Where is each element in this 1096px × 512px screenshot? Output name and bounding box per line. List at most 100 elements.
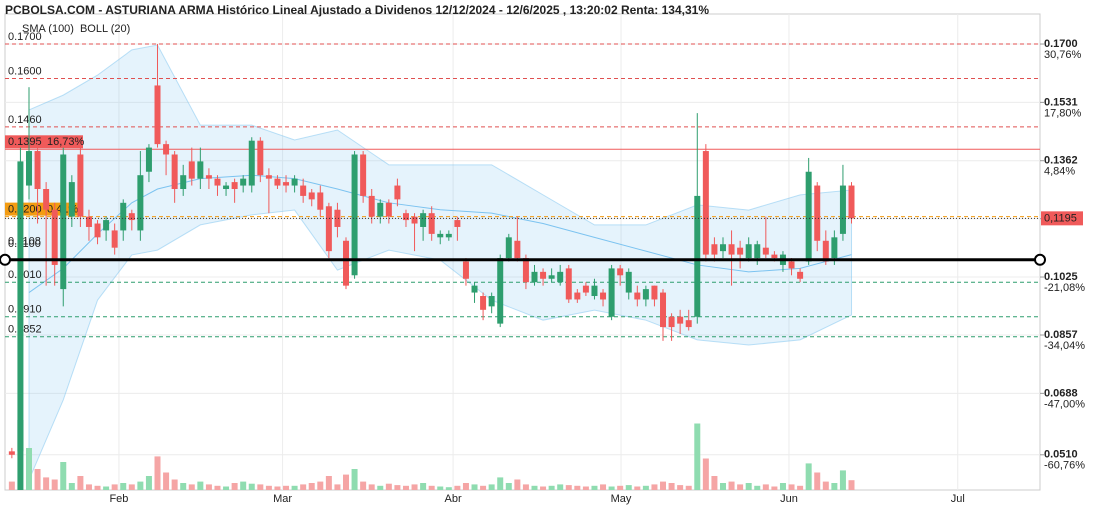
- candle-body: [17, 161, 24, 452]
- volume-bar: [257, 484, 264, 490]
- volume-bar: [402, 485, 409, 490]
- y-tick-pct: -47,00%: [1044, 398, 1085, 410]
- candle-body: [651, 285, 658, 300]
- x-tick-label: Abr: [445, 493, 462, 505]
- volume-bar: [283, 485, 290, 490]
- candle-body: [437, 233, 444, 238]
- y-tick-pct: 4,84%: [1044, 166, 1075, 178]
- level-label-box: [5, 135, 83, 149]
- candle-body: [745, 244, 752, 259]
- candle-body: [197, 161, 204, 179]
- current-price-box: [1041, 211, 1083, 226]
- volume-bar: [25, 448, 32, 490]
- volume-bar: [728, 481, 735, 490]
- y-tick-pct: 30,76%: [1044, 49, 1082, 61]
- candle-body: [685, 320, 692, 328]
- volume-bar: [120, 483, 127, 490]
- volume-bar: [788, 484, 795, 490]
- candle-body: [43, 189, 50, 210]
- candle-body: [60, 154, 67, 290]
- volume-bar: [574, 485, 581, 490]
- candle-body: [334, 209, 341, 227]
- candle-body: [634, 292, 641, 300]
- level-label: 0.0910: [8, 304, 42, 316]
- level-label: 0.1395: [8, 136, 42, 148]
- volume-bar: [394, 485, 401, 490]
- volume-bar: [171, 479, 178, 490]
- volume-bar: [248, 483, 255, 490]
- candle-body: [163, 144, 170, 155]
- candle-body: [557, 271, 564, 283]
- level-label: 0.1600: [8, 65, 42, 77]
- candle-body: [462, 261, 469, 279]
- candle-body: [394, 185, 401, 200]
- y-tick-pct: -60,76%: [1044, 460, 1085, 472]
- volume-bar: [445, 487, 452, 490]
- volume-bar: [522, 484, 529, 490]
- y-tick-label: 0.1362: [1044, 155, 1078, 167]
- candle-body: [454, 220, 461, 227]
- volume-bar: [368, 484, 375, 490]
- volume-bar: [557, 484, 564, 490]
- volume-bar: [565, 485, 572, 490]
- volume-bar: [668, 483, 675, 490]
- volume-bar: [223, 486, 230, 490]
- candle-body: [145, 147, 152, 172]
- candle-body: [231, 182, 238, 190]
- candle-body: [317, 192, 324, 210]
- chart-title: PCBOLSA.COM - ASTURIANA ARMA Histórico L…: [5, 3, 709, 17]
- candle-body: [754, 244, 761, 259]
- candle-body: [223, 185, 230, 190]
- volume-bar: [77, 476, 84, 490]
- candle-body: [137, 175, 144, 231]
- candle-body: [283, 182, 290, 186]
- volume-bar: [711, 476, 718, 490]
- current-price-label: 0,1195: [1044, 212, 1077, 224]
- candle-body: [702, 151, 709, 255]
- candle-body: [711, 244, 718, 255]
- candle-body: [831, 237, 838, 259]
- volume-bar: [343, 474, 350, 490]
- volume-bar: [454, 485, 461, 490]
- candle-body: [600, 292, 607, 300]
- candle-body: [377, 202, 384, 217]
- volume-bar: [831, 483, 838, 490]
- volume-bar: [385, 483, 392, 490]
- volume-bar: [197, 481, 204, 490]
- candle-body: [737, 247, 744, 255]
- candle-body: [308, 192, 315, 200]
- level-pct: 16,73%: [47, 136, 85, 148]
- x-tick-label: Feb: [109, 493, 128, 505]
- volume-bar: [600, 484, 607, 490]
- volume-bar: [625, 485, 632, 490]
- candle-body: [617, 268, 624, 276]
- level-label: 0.1010: [8, 269, 42, 281]
- volume-bar: [325, 476, 332, 490]
- candle-body: [839, 185, 846, 234]
- volume-bar: [291, 485, 298, 490]
- candle-body: [514, 240, 521, 259]
- volume-bar: [805, 463, 812, 490]
- volume-bar: [745, 483, 752, 490]
- candle-body: [360, 154, 367, 196]
- y-tick-pct: -34,04%: [1044, 340, 1085, 352]
- y-tick-label: 0.0857: [1044, 329, 1078, 341]
- volume-bar: [317, 481, 324, 490]
- volume-bar: [274, 486, 281, 490]
- candle-body: [848, 185, 855, 219]
- candle-body: [385, 202, 392, 217]
- volume-bar: [85, 484, 92, 490]
- volume-bar: [154, 456, 161, 490]
- volume-bar: [505, 483, 512, 490]
- volume-bar: [814, 472, 821, 490]
- volume-bar: [180, 483, 187, 490]
- candle-body: [582, 285, 589, 293]
- candle-body: [188, 161, 195, 179]
- volume-bar: [137, 481, 144, 490]
- candle-body: [591, 285, 598, 297]
- volume-bar: [754, 485, 761, 490]
- volume-bar: [488, 484, 495, 490]
- candle-body: [574, 292, 581, 300]
- support-handle: [0, 253, 11, 266]
- volume-bar: [128, 484, 135, 490]
